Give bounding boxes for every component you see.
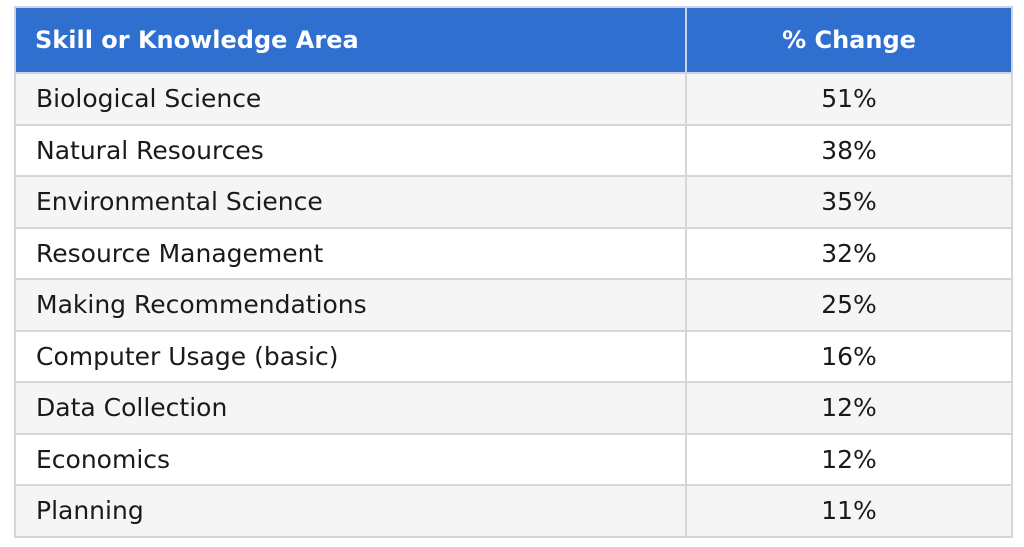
skill-cell: Resource Management [14, 226, 687, 280]
column-header-skill: Skill or Knowledge Area [14, 6, 687, 74]
skill-cell: Making Recommendations [14, 278, 687, 332]
table-row: Computer Usage (basic) 16% [14, 329, 1013, 383]
skills-table: Skill or Knowledge Area % Change Biologi… [14, 6, 1013, 538]
table-row: Data Collection 12% [14, 381, 1013, 435]
change-cell: 38% [685, 123, 1013, 177]
table-row: Economics 12% [14, 432, 1013, 486]
table-row: Resource Management 32% [14, 226, 1013, 280]
change-cell: 35% [685, 175, 1013, 229]
table-row: Environmental Science 35% [14, 175, 1013, 229]
skill-cell: Economics [14, 432, 687, 486]
change-cell: 12% [685, 381, 1013, 435]
change-cell: 16% [685, 329, 1013, 383]
column-header-change: % Change [685, 6, 1013, 74]
skill-cell: Planning [14, 484, 687, 538]
skill-cell: Biological Science [14, 72, 687, 126]
change-cell: 25% [685, 278, 1013, 332]
table-row: Making Recommendations 25% [14, 278, 1013, 332]
header-row: Skill or Knowledge Area % Change [14, 6, 1013, 74]
table-header: Skill or Knowledge Area % Change [14, 6, 1013, 74]
table-row: Biological Science 51% [14, 72, 1013, 126]
change-cell: 11% [685, 484, 1013, 538]
table-row: Planning 11% [14, 484, 1013, 538]
change-cell: 51% [685, 72, 1013, 126]
change-cell: 12% [685, 432, 1013, 486]
skill-cell: Environmental Science [14, 175, 687, 229]
skill-cell: Natural Resources [14, 123, 687, 177]
skill-cell: Computer Usage (basic) [14, 329, 687, 383]
skill-cell: Data Collection [14, 381, 687, 435]
table-body: Biological Science 51% Natural Resources… [14, 72, 1013, 538]
change-cell: 32% [685, 226, 1013, 280]
table-row: Natural Resources 38% [14, 123, 1013, 177]
